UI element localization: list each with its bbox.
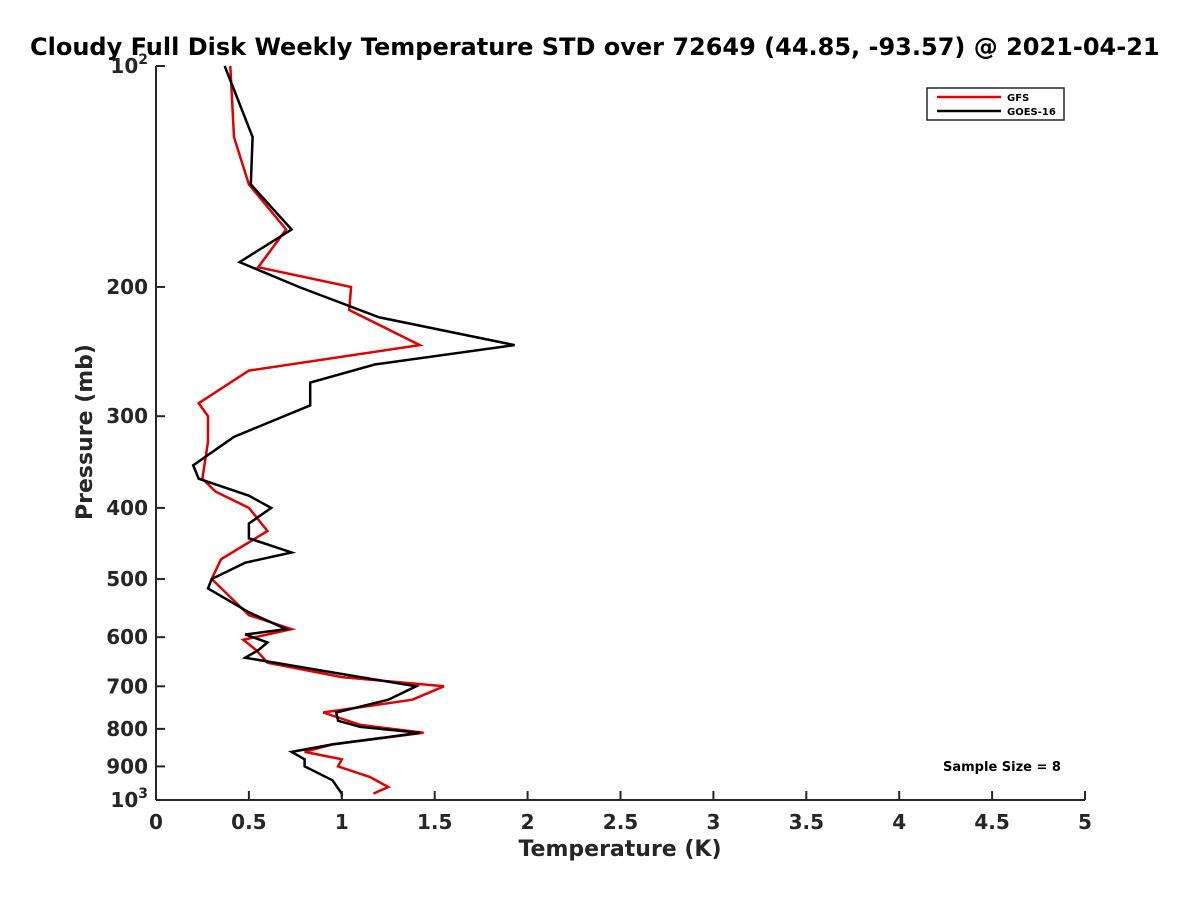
y-tick-label: 200 [106, 275, 148, 299]
y-axis: 102 200 300 400 500 600 700 800 900 103 [106, 52, 165, 812]
x-tick-label: 1 [335, 810, 349, 834]
y-tick-label: 300 [106, 404, 148, 428]
x-tick-label: 2.5 [603, 810, 638, 834]
x-tick-label: 3.5 [789, 810, 824, 834]
y-tick-label: 500 [106, 567, 148, 591]
x-tick-label: 4.5 [974, 810, 1009, 834]
sample-size-annotation: Sample Size = 8 [943, 760, 1061, 775]
legend-box [926, 87, 1065, 121]
x-tick-label: 3 [706, 810, 720, 834]
x-tick-label: 2 [521, 810, 535, 834]
x-axis: 0 0.5 1 1.5 2 2.5 3 3.5 4 4.5 5 [149, 791, 1092, 834]
chart-title: Cloudy Full Disk Weekly Temperature STD … [30, 33, 1160, 61]
y-tick-label: 102 [110, 52, 148, 78]
x-tick-label: 0 [149, 810, 163, 834]
y-tick-label: 800 [106, 717, 148, 741]
x-tick-label: 1.5 [417, 810, 452, 834]
y-tick-label: 700 [106, 674, 148, 698]
x-axis-label: Temperature (K) [518, 837, 721, 862]
y-tick-label: 400 [106, 496, 148, 520]
y-tick-label: 103 [110, 786, 148, 812]
y-tick-label: 600 [106, 625, 148, 649]
y-tick-label: 900 [106, 754, 148, 778]
x-tick-label: 5 [1078, 810, 1092, 834]
legend-label: GOES-16 [1007, 107, 1056, 118]
series-line-goes-16 [191, 65, 515, 797]
legend: GFS GOES-16 [926, 87, 1065, 121]
x-tick-label: 4 [892, 810, 906, 834]
plot-area [155, 65, 1085, 801]
legend-label: GFS [1007, 93, 1029, 104]
y-axis-label: Pressure (mb) [73, 344, 98, 520]
x-tick-label: 0.5 [231, 810, 266, 834]
